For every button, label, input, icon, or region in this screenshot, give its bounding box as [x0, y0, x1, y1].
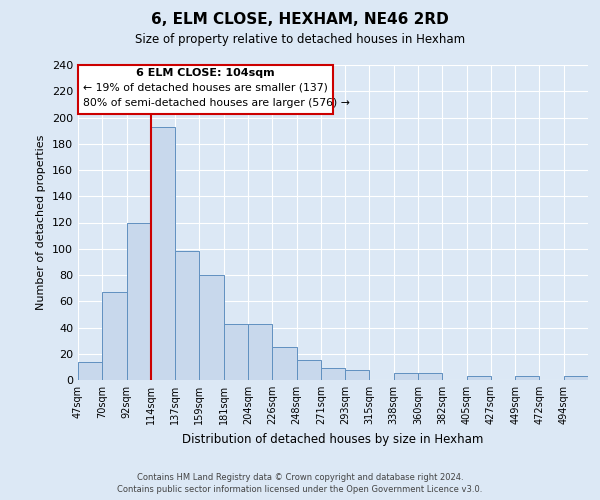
Bar [345, 370, 370, 380]
Text: ← 19% of detached houses are smaller (137): ← 19% of detached houses are smaller (13… [83, 82, 328, 92]
X-axis label: Distribution of detached houses by size in Hexham: Distribution of detached houses by size … [182, 432, 484, 446]
Bar [199, 275, 224, 380]
Bar [151, 126, 175, 380]
Bar [224, 324, 248, 380]
Bar [296, 360, 321, 380]
FancyBboxPatch shape [78, 65, 333, 114]
Y-axis label: Number of detached properties: Number of detached properties [37, 135, 46, 310]
Text: 80% of semi-detached houses are larger (576) →: 80% of semi-detached houses are larger (… [83, 98, 350, 108]
Bar [272, 347, 296, 380]
Bar [321, 368, 345, 380]
Bar [418, 374, 442, 380]
Bar [394, 374, 418, 380]
Bar [515, 376, 539, 380]
Bar [127, 222, 151, 380]
Bar [175, 252, 199, 380]
Bar [564, 376, 588, 380]
Text: Contains HM Land Registry data © Crown copyright and database right 2024.
Contai: Contains HM Land Registry data © Crown c… [118, 472, 482, 494]
Text: 6 ELM CLOSE: 104sqm: 6 ELM CLOSE: 104sqm [136, 68, 275, 78]
Text: 6, ELM CLOSE, HEXHAM, NE46 2RD: 6, ELM CLOSE, HEXHAM, NE46 2RD [151, 12, 449, 28]
Text: Size of property relative to detached houses in Hexham: Size of property relative to detached ho… [135, 32, 465, 46]
Bar [78, 362, 102, 380]
Bar [248, 324, 272, 380]
Bar [467, 376, 491, 380]
Bar [102, 292, 127, 380]
